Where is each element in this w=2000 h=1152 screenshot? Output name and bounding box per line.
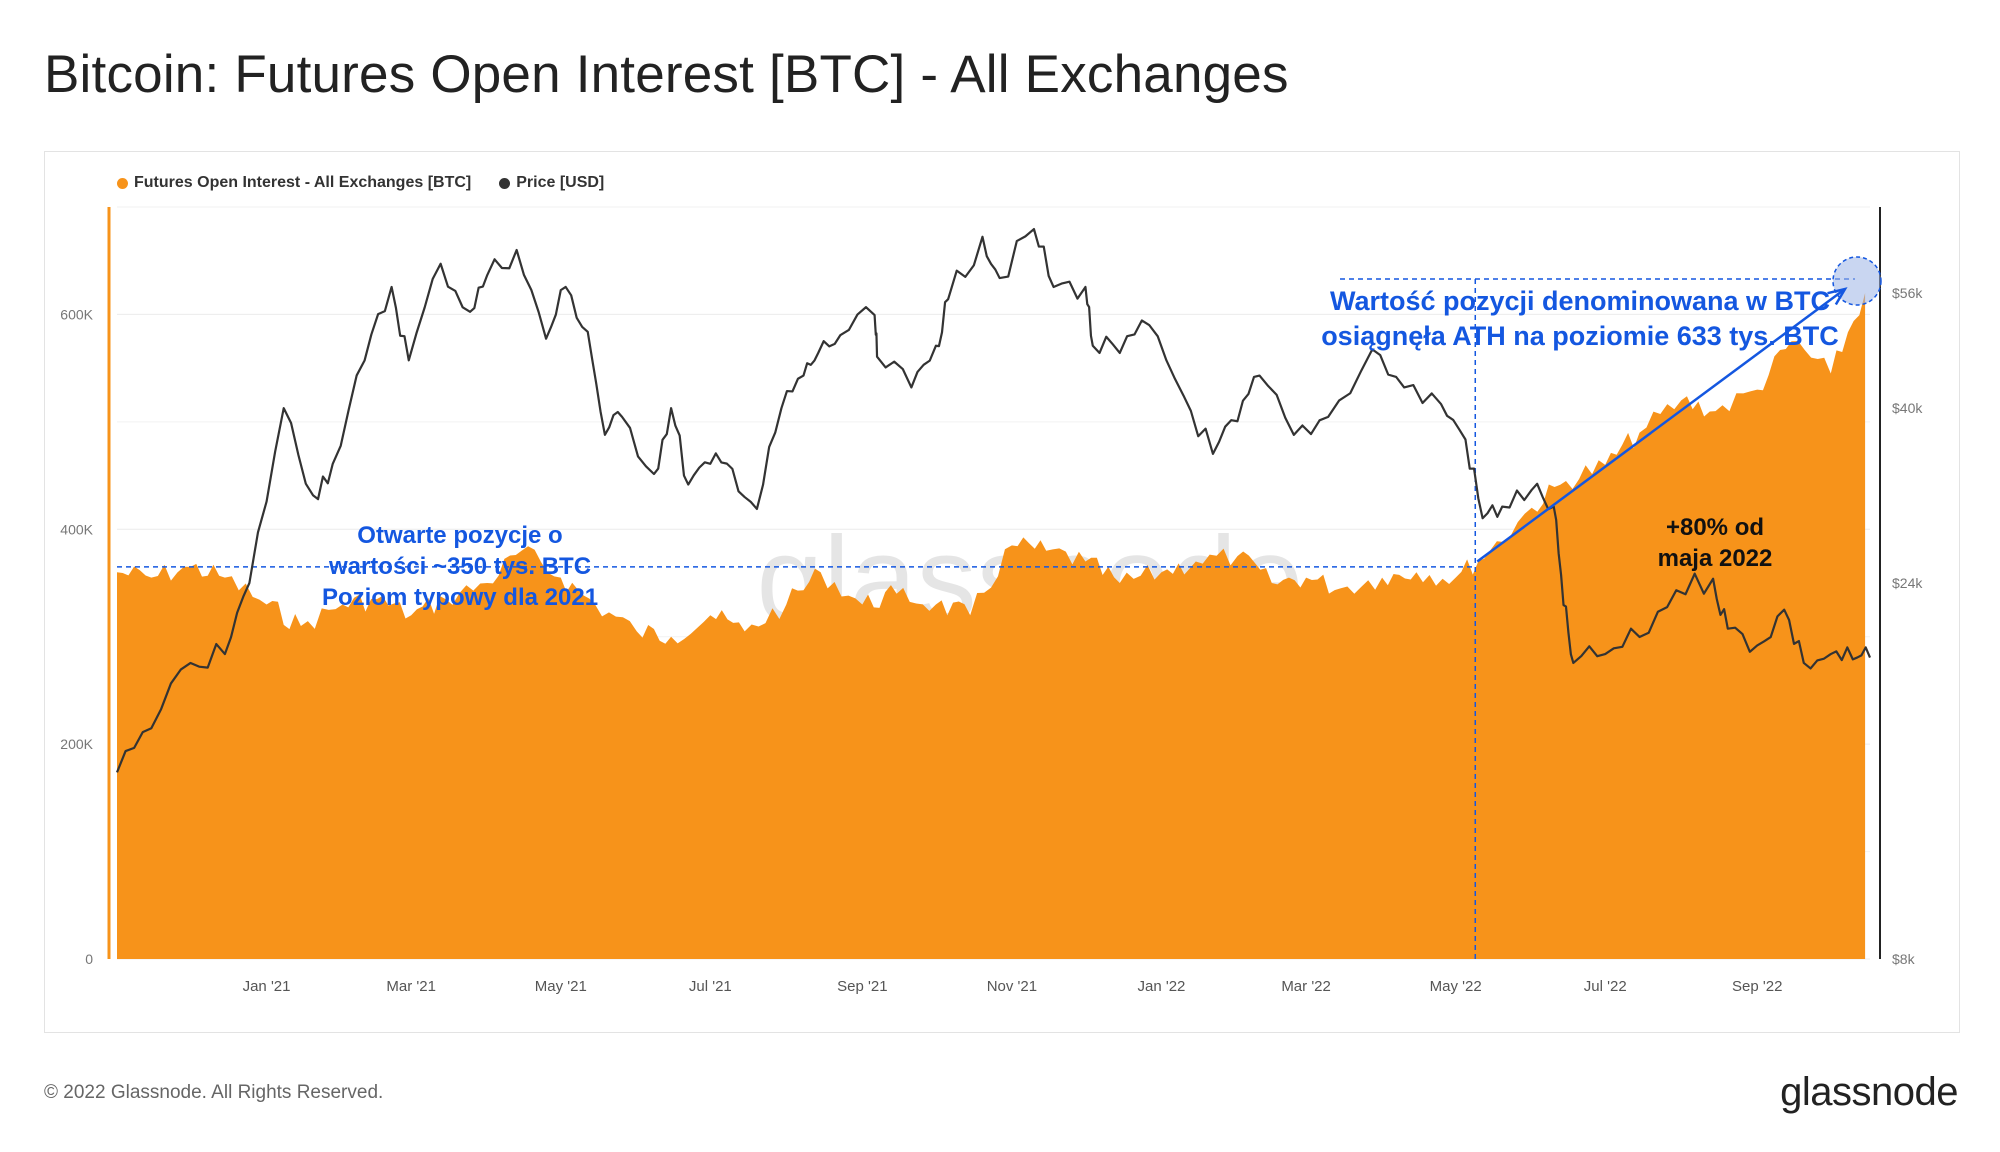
legend-dot-price — [499, 177, 511, 189]
x-tick-label: Mar '22 — [1281, 978, 1331, 995]
page-title: Bitcoin: Futures Open Interest [BTC] - A… — [44, 45, 1289, 104]
legend-item-open-interest[interactable]: Futures Open Interest - All Exchanges [B… — [117, 174, 471, 192]
annotation-ath-line-2: osiągnęła ATH na poziomie 633 tys. BTC — [1321, 321, 1839, 352]
y-left-tick-label: 600K — [60, 306, 93, 322]
footer-copyright: © 2022 Glassnode. All Rights Reserved. — [44, 1082, 384, 1103]
annotation-left-line-1: Otwarte pozycje o — [357, 522, 563, 549]
x-tick-label: Jul '22 — [1584, 978, 1627, 995]
x-tick-label: Sep '21 — [837, 978, 887, 995]
y-right-tick-label: $56k — [1892, 285, 1923, 301]
price-line — [115, 227, 1872, 773]
x-tick-label: Jan '21 — [243, 978, 291, 995]
ath-highlight-circle — [1832, 256, 1882, 306]
annotation-growth-line-2: maja 2022 — [1657, 545, 1773, 573]
annotation-left-line-3: Poziom typowy dla 2021 — [321, 584, 599, 612]
growth-arrow-head — [1827, 287, 1848, 306]
growth-arrow — [1476, 287, 1846, 563]
chart-canvas: 0200K400K600K$8k$24k$40k$56kglassnodeJan… — [60, 206, 1923, 995]
y-right-tick-label: $8k — [1892, 951, 1916, 967]
y-right-tick-label: $40k — [1892, 400, 1923, 416]
x-tick-label: Sep '22 — [1732, 978, 1782, 995]
legend-label-price: Price [USD] — [516, 174, 605, 191]
y-left-tick-label: 400K — [60, 521, 93, 537]
annotation-growth-line-1: +80% od — [1665, 514, 1765, 541]
legend-item-price[interactable]: Price [USD] — [499, 174, 604, 192]
annotation-ath-line-1: Wartość pozycji denominowana w BTC — [1329, 286, 1831, 316]
annotation-growth: +80% od maja 2022 — [1635, 512, 1795, 574]
footer-logo[interactable]: glassnode — [1780, 1070, 1958, 1114]
annotation-left: Otwarte pozycje o wartości ~350 tys. BTC… — [270, 520, 650, 614]
legend-label-open-interest: Futures Open Interest - All Exchanges [B… — [134, 174, 472, 191]
y-left-tick-label: 0 — [85, 951, 93, 967]
annotation-ath: Wartość pozycji denominowana w BTC osiąg… — [1290, 284, 1870, 354]
x-tick-label: Jan '22 — [1137, 978, 1185, 995]
legend-dot-open-interest — [117, 177, 128, 189]
annotation-left-line-2: wartości ~350 tys. BTC — [328, 553, 592, 581]
chart-legend: Futures Open Interest - All Exchanges [B… — [117, 174, 604, 192]
chart-panel: Futures Open Interest - All Exchanges [B… — [44, 151, 1960, 1033]
x-tick-label: Jul '21 — [689, 978, 732, 995]
x-tick-label: Mar '21 — [386, 978, 436, 995]
open-interest-area — [117, 292, 1866, 959]
y-right-tick-label: $24k — [1892, 575, 1923, 591]
x-tick-label: May '21 — [535, 978, 587, 995]
x-tick-label: May '22 — [1430, 978, 1482, 995]
x-tick-label: Nov '21 — [987, 978, 1037, 995]
y-left-tick-label: 200K — [60, 736, 93, 752]
